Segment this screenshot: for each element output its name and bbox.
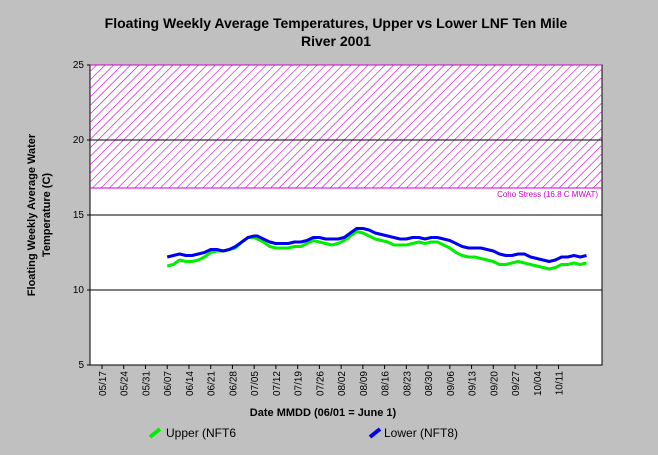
- x-tick-label: 10/11: [555, 371, 566, 396]
- x-tick-label: 10/04: [533, 371, 544, 396]
- x-axis-label: Date MMDD (06/01 = June 1): [250, 407, 397, 419]
- legend-swatch-lower: [368, 427, 382, 439]
- legend: Upper (NFT6 Lower (NFT8): [148, 426, 458, 440]
- x-tick-label: 06/21: [207, 371, 218, 396]
- x-tick-label: 09/27: [511, 371, 522, 396]
- y-tick-label: 20: [73, 135, 85, 146]
- x-tick-label: 08/02: [337, 371, 348, 396]
- legend-swatch-upper: [148, 427, 162, 439]
- y-axis: 5 10 15 20 25: [73, 60, 90, 371]
- chart-title-line2: River 2001: [301, 33, 371, 49]
- x-tick-label: 06/14: [185, 371, 196, 396]
- x-tick-label: 07/26: [315, 371, 326, 396]
- x-tick-label: 07/05: [250, 371, 261, 396]
- x-tick-label: 07/19: [294, 371, 305, 396]
- x-tick-label: 07/12: [272, 371, 283, 396]
- threshold-label: Coho Stress (16.8 C MWAT): [497, 190, 598, 199]
- x-tick-label: 08/23: [402, 371, 413, 396]
- legend-label-lower: Lower (NFT8): [384, 426, 458, 440]
- y-tick-label: 15: [73, 210, 85, 221]
- x-tick-label: 09/13: [468, 371, 479, 396]
- x-tick-label: 08/30: [424, 371, 435, 396]
- x-tick-label: 06/07: [163, 371, 174, 396]
- legend-label-upper: Upper (NFT6: [166, 426, 236, 440]
- gridlines: [90, 139, 602, 291]
- x-tick-label: 08/16: [381, 371, 392, 396]
- y-tick-label: 10: [73, 285, 85, 296]
- x-tick-label: 05/31: [141, 371, 152, 396]
- y-axis-label-line2: Temperature (C): [41, 173, 53, 257]
- y-axis-label-line1: Floating Weekly Average Water: [26, 133, 38, 296]
- x-tick-label: 05/17: [98, 371, 109, 396]
- series-line-lower: [166, 227, 587, 263]
- x-axis: 05/17 05/24 05/31 06/07 06/14 06/21 06/28 07/05…: [98, 365, 566, 396]
- x-tick-label: 05/24: [120, 371, 131, 396]
- x-tick-label: 06/28: [228, 371, 239, 396]
- x-tick-label: 08/09: [359, 371, 370, 396]
- y-tick-label: 5: [78, 360, 84, 371]
- x-tick-label: 09/20: [489, 371, 500, 396]
- series-lines: [166, 227, 587, 271]
- x-tick-label: 09/06: [446, 371, 457, 396]
- y-tick-label: 25: [73, 60, 85, 71]
- threshold-hatch: [90, 65, 602, 188]
- chart-title-line1: Floating Weekly Average Temperatures, Up…: [105, 15, 568, 31]
- threshold-band: [90, 64, 602, 189]
